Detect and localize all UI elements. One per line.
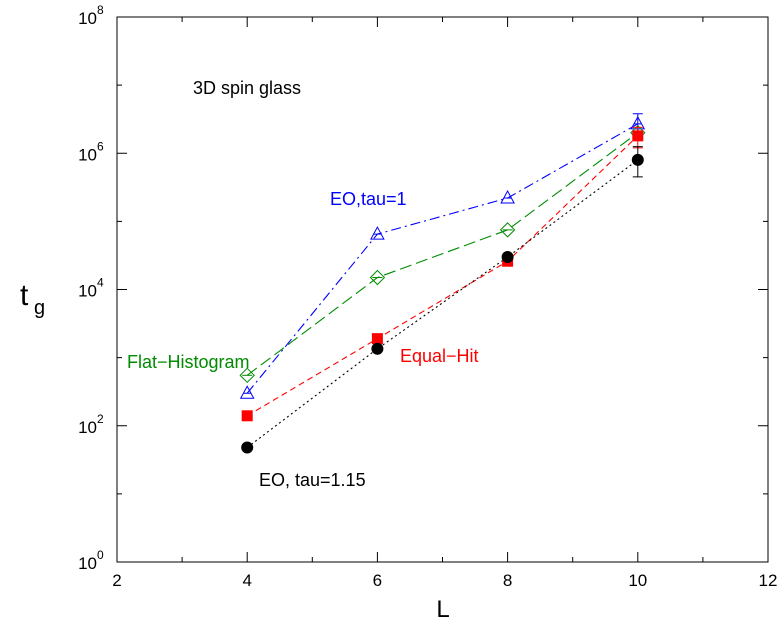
annotation-system: 3D spin glass <box>193 78 301 98</box>
marker-shape <box>369 269 386 286</box>
series-line-equal <box>246 135 639 417</box>
data-point-flat <box>239 367 255 384</box>
data-point-equal <box>371 333 383 345</box>
series-lines <box>246 123 639 448</box>
x-tick-label: 2 <box>112 571 121 590</box>
x-tick-label: 4 <box>242 571 251 590</box>
marker-shape <box>500 189 515 204</box>
x-tick-label: 8 <box>503 571 512 590</box>
y-tick-label-exponent: 6 <box>97 139 104 153</box>
y-tick-label-exponent: 8 <box>97 3 104 17</box>
marker-shape <box>370 226 385 240</box>
marker-shape <box>239 385 255 399</box>
data-point-eo_tau1 <box>239 385 255 399</box>
y-axis-label-subscript: g <box>34 297 45 319</box>
series-line-flat <box>246 132 639 376</box>
y-tick-label: 10 <box>78 554 97 573</box>
y-axis-label: t g <box>20 279 45 319</box>
data-point-flat <box>499 222 516 238</box>
data-point-eo_115 <box>371 342 384 355</box>
plot-frame <box>116 16 769 563</box>
y-tick-label-exponent: 0 <box>97 548 104 562</box>
annotation-eo-tau1: EO,tau=1 <box>330 189 407 209</box>
y-tick-label-exponent: 4 <box>97 276 104 290</box>
x-axis-label: L <box>436 596 449 623</box>
x-tick-label: 10 <box>628 571 647 590</box>
series-line-eo_tau1 <box>246 123 639 394</box>
data-point-eo_tau1 <box>370 226 385 240</box>
annotation-equal-hit: Equal−Hit <box>400 346 479 366</box>
y-tick-label: 10 <box>78 282 97 301</box>
y-tick-label: 10 <box>78 9 97 28</box>
x-tick-label: 6 <box>373 571 382 590</box>
data-point-equal <box>241 410 253 422</box>
data-point-equal <box>632 130 644 142</box>
annotation-flat-histogram: Flat−Histogram <box>127 352 250 372</box>
series-markers <box>239 113 646 454</box>
y-tick-label-exponent: 2 <box>97 412 104 426</box>
x-tick-label: 12 <box>759 571 778 590</box>
data-point-eo_tau1 <box>500 189 515 204</box>
data-point-eo_115 <box>631 153 644 166</box>
y-tick-label: 10 <box>78 145 97 164</box>
data-point-flat <box>369 269 386 286</box>
marker-shape <box>499 222 516 238</box>
y-tick-label: 10 <box>78 418 97 437</box>
data-point-eo_115 <box>501 250 514 263</box>
data-point-eo_115 <box>241 441 254 454</box>
marker-shape <box>239 367 255 384</box>
series-line-eo_115 <box>246 159 639 448</box>
annotation-eo-tau115: EO, tau=1.15 <box>259 470 366 490</box>
y-axis-label-main: t <box>20 279 29 312</box>
